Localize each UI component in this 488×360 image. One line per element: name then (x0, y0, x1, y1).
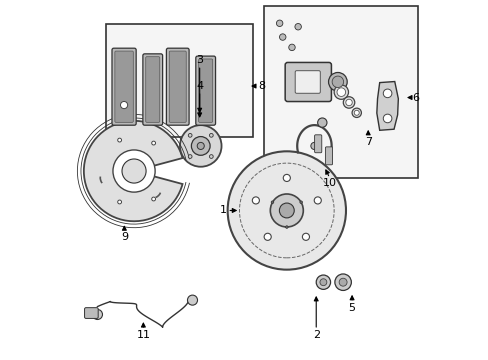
FancyBboxPatch shape (325, 147, 332, 165)
Circle shape (227, 151, 346, 270)
Circle shape (188, 134, 192, 137)
Text: 8: 8 (258, 81, 264, 91)
Text: 5: 5 (348, 303, 355, 312)
Circle shape (383, 114, 391, 123)
FancyBboxPatch shape (142, 54, 163, 125)
Circle shape (279, 203, 294, 218)
Circle shape (334, 274, 351, 291)
Circle shape (314, 197, 321, 204)
Circle shape (328, 72, 346, 91)
Circle shape (299, 201, 302, 203)
Circle shape (279, 34, 285, 40)
Text: 4: 4 (196, 81, 203, 91)
Circle shape (343, 97, 354, 108)
Text: 6: 6 (411, 93, 419, 103)
Circle shape (319, 279, 326, 285)
Text: 10: 10 (322, 178, 336, 188)
Circle shape (120, 102, 127, 109)
Circle shape (345, 99, 351, 106)
Circle shape (209, 155, 213, 158)
Circle shape (118, 138, 122, 142)
Bar (106, 24, 253, 137)
FancyBboxPatch shape (169, 51, 186, 122)
Circle shape (339, 278, 346, 286)
Circle shape (252, 197, 259, 204)
Circle shape (270, 194, 303, 227)
Circle shape (351, 108, 361, 117)
FancyBboxPatch shape (314, 135, 321, 153)
Text: 9: 9 (121, 232, 128, 242)
Circle shape (271, 201, 273, 203)
Circle shape (188, 155, 192, 158)
Circle shape (283, 174, 290, 181)
Circle shape (294, 23, 301, 30)
Circle shape (187, 295, 197, 305)
FancyBboxPatch shape (195, 56, 215, 125)
Circle shape (191, 136, 210, 155)
Circle shape (310, 142, 317, 149)
Circle shape (113, 150, 155, 192)
FancyBboxPatch shape (198, 59, 212, 122)
FancyBboxPatch shape (166, 48, 189, 125)
Circle shape (151, 141, 155, 145)
Text: 2: 2 (312, 330, 319, 340)
Text: 7: 7 (364, 137, 371, 147)
FancyBboxPatch shape (112, 48, 136, 125)
Circle shape (353, 110, 359, 115)
Circle shape (336, 88, 345, 96)
FancyBboxPatch shape (285, 62, 331, 102)
Text: 11: 11 (136, 330, 150, 340)
Circle shape (285, 226, 287, 228)
Text: 3: 3 (196, 55, 203, 65)
Polygon shape (376, 81, 398, 130)
Circle shape (276, 20, 282, 27)
Circle shape (264, 233, 271, 240)
Circle shape (151, 197, 155, 201)
Circle shape (209, 134, 213, 137)
Circle shape (288, 44, 295, 51)
Circle shape (333, 85, 348, 99)
Circle shape (331, 76, 343, 87)
FancyBboxPatch shape (295, 71, 320, 93)
FancyBboxPatch shape (145, 57, 160, 122)
Circle shape (92, 310, 102, 319)
Circle shape (122, 159, 146, 183)
Text: 1: 1 (220, 206, 227, 216)
Circle shape (180, 125, 221, 167)
Wedge shape (83, 121, 182, 221)
FancyBboxPatch shape (84, 308, 98, 319)
Circle shape (118, 200, 122, 204)
Circle shape (383, 89, 391, 98)
Circle shape (316, 275, 330, 289)
FancyBboxPatch shape (115, 51, 133, 122)
Circle shape (317, 118, 326, 127)
Circle shape (302, 233, 309, 240)
Circle shape (197, 143, 204, 149)
Bar (264, 6, 418, 178)
